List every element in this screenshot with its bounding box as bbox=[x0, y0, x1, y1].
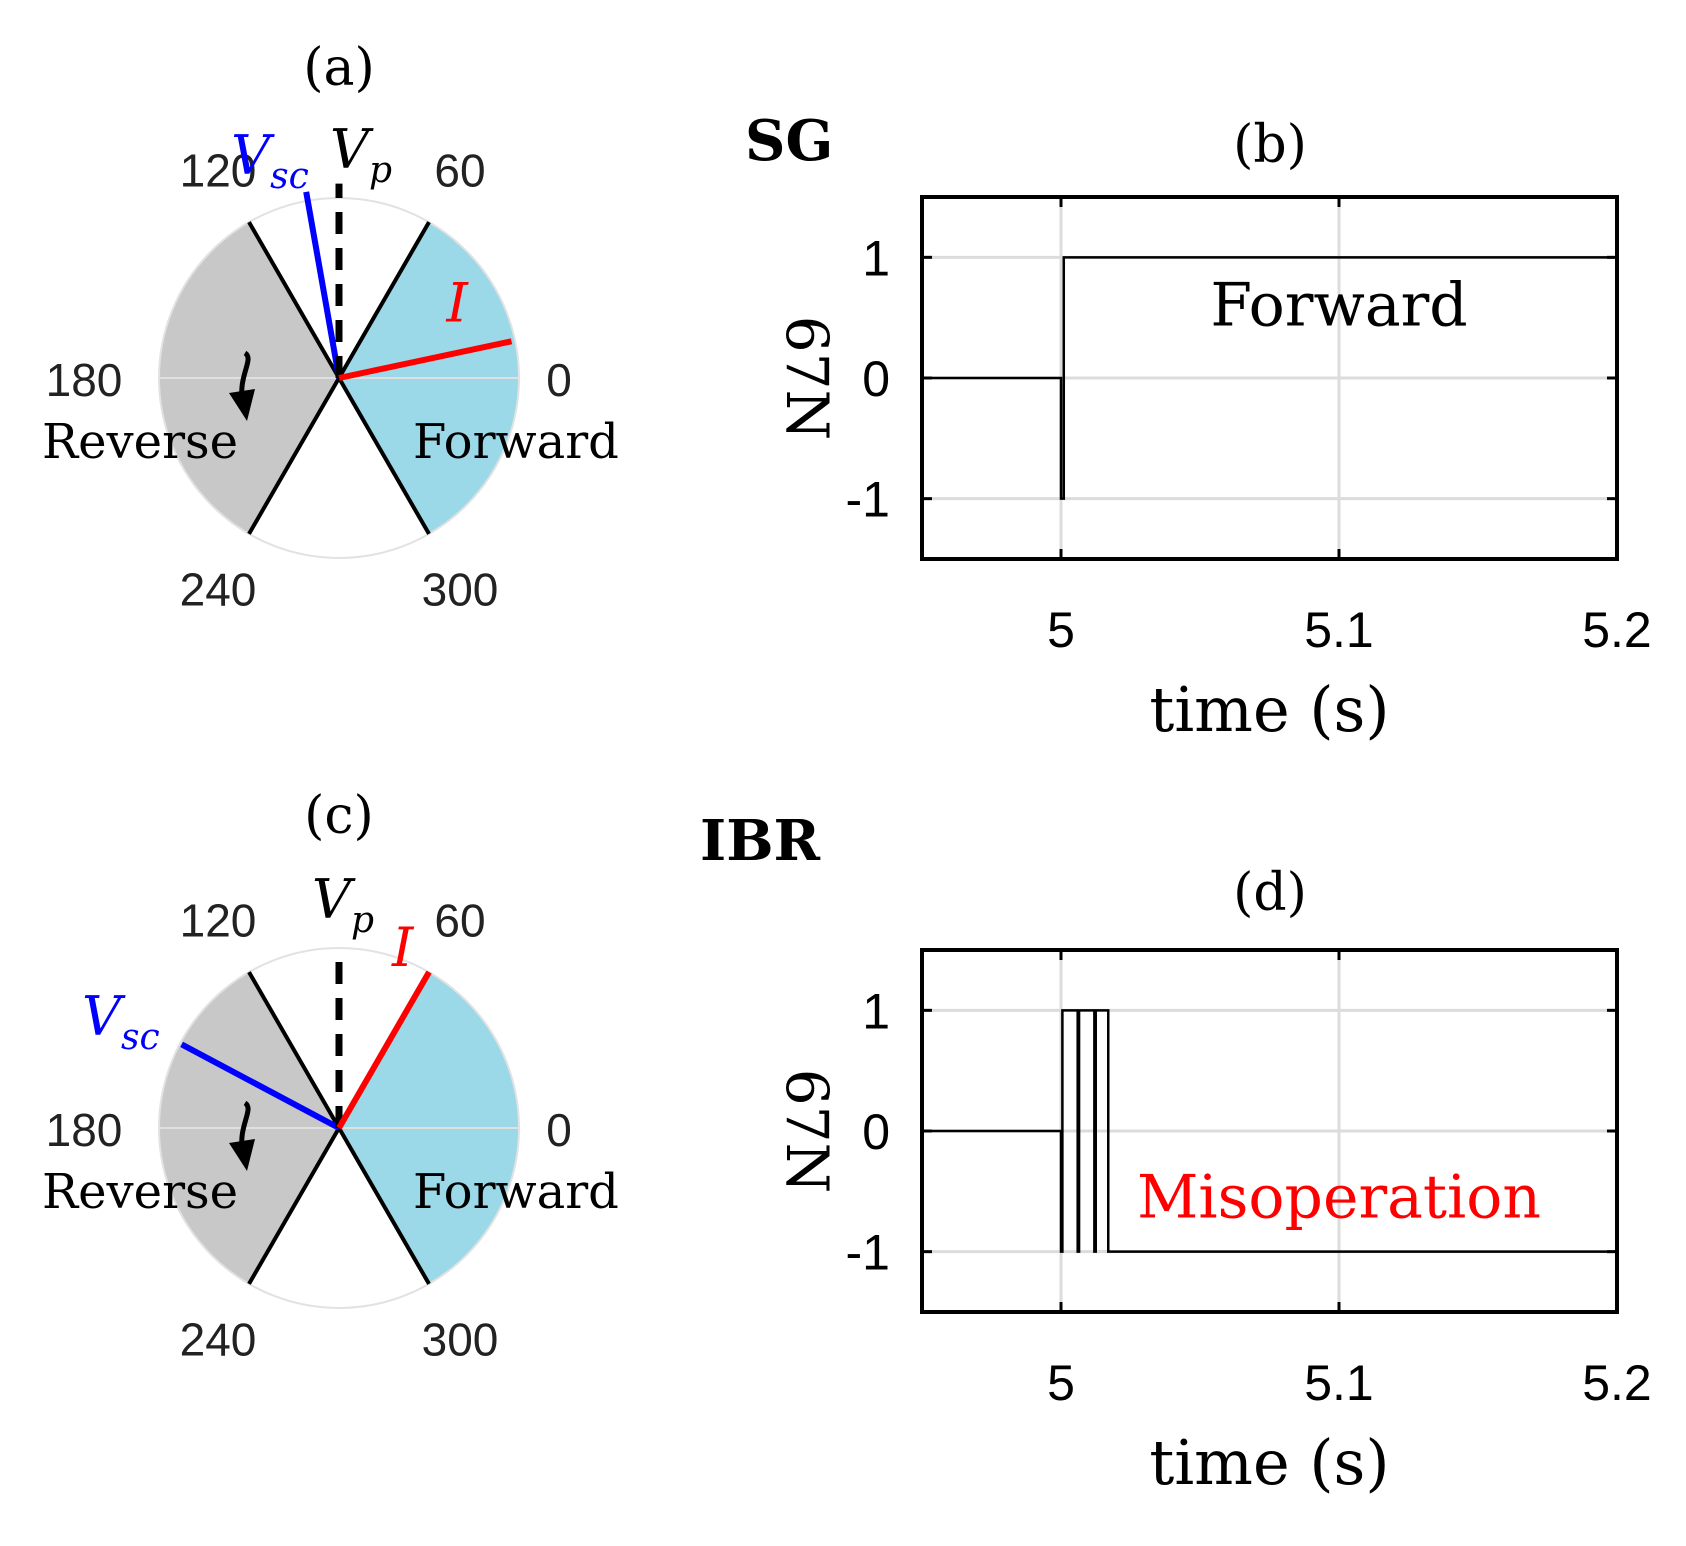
phasor-v-sc bbox=[180, 1041, 341, 1131]
x-axis-label: time (s) bbox=[1149, 1426, 1389, 1499]
polar-panel-a: (a) 0 60 120 180 240 300 Forward Reverse… bbox=[42, 38, 619, 616]
y-tick-label: 0 bbox=[862, 1104, 890, 1160]
chart-d-y-tick-labels: -1 0 1 bbox=[846, 983, 890, 1280]
y-tick-label: 1 bbox=[862, 230, 890, 286]
zone-label-reverse: Reverse bbox=[42, 414, 238, 470]
x-tick-label: 5.2 bbox=[1582, 1355, 1652, 1411]
angle-label-240: 240 bbox=[180, 1314, 257, 1366]
annotation-forward: Forward bbox=[1210, 271, 1467, 341]
chart-d-series bbox=[922, 1009, 1617, 1253]
annotation-misoperation: Misoperation bbox=[1137, 1162, 1541, 1232]
panel-b-title: (b) bbox=[1233, 115, 1307, 175]
x-tick-label: 5.1 bbox=[1304, 602, 1374, 658]
angle-label-300: 300 bbox=[422, 564, 499, 616]
series-line-67n bbox=[922, 1009, 1617, 1253]
chart-b-ticks bbox=[922, 197, 1619, 559]
panel-a-title: (a) bbox=[303, 38, 375, 98]
chart-b-y-tick-labels: -1 0 1 bbox=[846, 230, 890, 527]
phasor-label-vp: Vp bbox=[312, 868, 374, 941]
phasor-i bbox=[336, 970, 432, 1130]
x-tick-label: 5 bbox=[1047, 602, 1075, 658]
polar-panel-c: (c) 0 60 120 180 240 300 Forward Reverse… bbox=[42, 786, 619, 1366]
y-axis-label: 67N bbox=[773, 316, 841, 441]
y-tick-label: 1 bbox=[862, 983, 890, 1039]
y-tick-label: -1 bbox=[846, 472, 890, 528]
angle-label-180: 180 bbox=[46, 1104, 123, 1156]
angle-label-60: 60 bbox=[434, 894, 485, 946]
angle-label-180: 180 bbox=[46, 354, 123, 406]
y-tick-label: 0 bbox=[862, 351, 890, 407]
x-tick-label: 5 bbox=[1047, 1355, 1075, 1411]
zone-label-reverse: Reverse bbox=[42, 1164, 238, 1220]
x-tick-label: 5.2 bbox=[1582, 602, 1652, 658]
polar-c-angle-labels: 0 60 120 180 240 300 bbox=[46, 894, 572, 1365]
chart-b-series bbox=[922, 256, 1617, 500]
angle-label-120: 120 bbox=[180, 144, 257, 196]
zone-label-forward: Forward bbox=[413, 1164, 619, 1220]
panel-c-title: (c) bbox=[304, 786, 374, 846]
y-axis-label: 67N bbox=[773, 1069, 841, 1194]
zone-label-forward: Forward bbox=[413, 414, 619, 470]
panel-d-title: (d) bbox=[1233, 863, 1307, 923]
phasor-label-vp: Vp bbox=[330, 118, 392, 191]
polar-a-phasor-labels: Vsc Vp I bbox=[231, 118, 469, 334]
phasor-label-i: I bbox=[391, 916, 415, 979]
chart-b-x-tick-labels: 5 5.1 5.2 bbox=[1047, 602, 1652, 658]
group-label-sg: SG bbox=[745, 108, 833, 174]
angle-label-240: 240 bbox=[180, 564, 257, 616]
polar-a-phasors bbox=[303, 183, 513, 381]
y-tick-label: -1 bbox=[846, 1225, 890, 1281]
rotation-arrowhead-icon bbox=[229, 1139, 255, 1171]
angle-label-120: 120 bbox=[180, 894, 257, 946]
line-panel-d: IBR (d) 5 5.1 5.2 -1 0 1 time (s) 67N Mi… bbox=[700, 808, 1652, 1499]
series-line-67n bbox=[922, 256, 1617, 500]
x-tick-label: 5.1 bbox=[1304, 1355, 1374, 1411]
polar-c-phasors bbox=[180, 948, 432, 1131]
phasor-label-vsc: Vsc bbox=[82, 985, 160, 1058]
x-axis-label: time (s) bbox=[1149, 673, 1389, 746]
phasor-label-i: I bbox=[446, 271, 470, 334]
angle-label-0: 0 bbox=[546, 354, 572, 406]
chart-d-x-tick-labels: 5 5.1 5.2 bbox=[1047, 1355, 1652, 1411]
angle-label-60: 60 bbox=[434, 144, 485, 196]
phasor-v-sc bbox=[303, 191, 342, 379]
polar-a-angle-labels: 0 60 120 180 240 300 bbox=[46, 144, 572, 615]
chart-d-ticks bbox=[922, 950, 1619, 1312]
angle-label-0: 0 bbox=[546, 1104, 572, 1156]
angle-label-300: 300 bbox=[422, 1314, 499, 1366]
line-panel-b: SG (b) 5 5.1 5.2 -1 0 1 time (s) 67N For… bbox=[745, 108, 1652, 746]
rotation-arrowhead-icon bbox=[229, 389, 255, 421]
phasor-i bbox=[338, 338, 513, 381]
phasor-label-vsc: Vsc bbox=[231, 124, 309, 197]
group-label-ibr: IBR bbox=[700, 808, 821, 874]
polar-c-phasor-labels: Vsc Vp I bbox=[82, 868, 415, 1058]
